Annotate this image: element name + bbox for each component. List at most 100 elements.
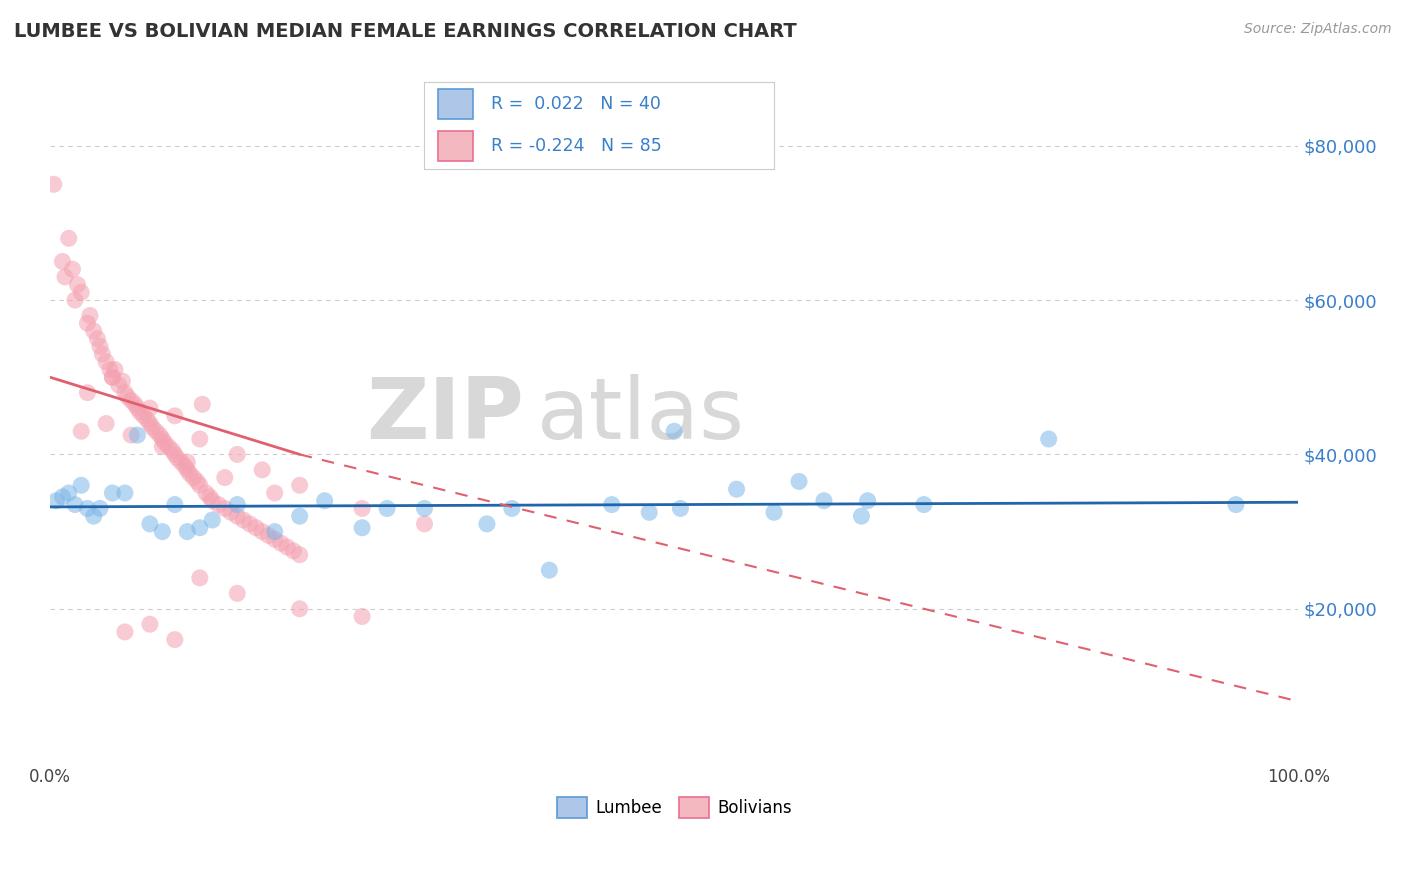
Point xyxy=(257,528,280,542)
Point xyxy=(638,505,661,519)
Point xyxy=(127,401,149,416)
Point xyxy=(76,501,98,516)
Text: atlas: atlas xyxy=(537,375,745,458)
Point xyxy=(352,521,374,535)
Point xyxy=(70,424,93,438)
Point xyxy=(163,632,186,647)
Point xyxy=(201,513,224,527)
Point xyxy=(114,486,136,500)
Point xyxy=(114,624,136,639)
Point xyxy=(183,470,205,484)
Point xyxy=(413,516,436,531)
Point xyxy=(813,493,835,508)
Point xyxy=(763,505,786,519)
Point xyxy=(107,378,129,392)
Point xyxy=(188,521,211,535)
Point xyxy=(101,370,124,384)
Point xyxy=(70,285,93,300)
Point xyxy=(91,347,114,361)
Point xyxy=(186,475,208,489)
Point xyxy=(58,486,80,500)
Point xyxy=(101,486,124,500)
Point xyxy=(96,417,118,431)
Point xyxy=(288,548,311,562)
Point xyxy=(163,498,186,512)
Point xyxy=(219,505,242,519)
Point xyxy=(232,513,254,527)
Point xyxy=(104,362,127,376)
Point xyxy=(669,501,692,516)
Point xyxy=(163,447,186,461)
Point xyxy=(226,586,249,600)
Point xyxy=(70,478,93,492)
Point xyxy=(375,501,398,516)
Point xyxy=(413,501,436,516)
Point xyxy=(173,458,195,473)
Point xyxy=(62,262,84,277)
Text: ZIP: ZIP xyxy=(367,375,524,458)
Point xyxy=(89,501,111,516)
Point xyxy=(1225,498,1247,512)
Point xyxy=(851,509,873,524)
Point xyxy=(124,397,146,411)
Legend: Lumbee, Bolivians: Lumbee, Bolivians xyxy=(550,790,799,824)
Point xyxy=(787,475,810,489)
Point xyxy=(136,412,159,426)
Point xyxy=(153,435,176,450)
Point xyxy=(145,424,167,438)
Point xyxy=(45,493,67,508)
Point xyxy=(83,324,105,338)
Point xyxy=(288,601,311,615)
Point xyxy=(239,516,262,531)
Point xyxy=(1038,432,1060,446)
Point xyxy=(66,277,89,292)
Point xyxy=(120,428,142,442)
Point xyxy=(176,455,198,469)
Point xyxy=(170,455,193,469)
Point xyxy=(89,339,111,353)
Point xyxy=(139,516,162,531)
Point xyxy=(188,478,211,492)
Point xyxy=(352,609,374,624)
Point xyxy=(912,498,935,512)
Point xyxy=(98,362,121,376)
Point xyxy=(214,470,236,484)
Point xyxy=(195,486,218,500)
Point xyxy=(263,524,285,539)
Point xyxy=(63,293,86,307)
Point xyxy=(176,463,198,477)
Text: LUMBEE VS BOLIVIAN MEDIAN FEMALE EARNINGS CORRELATION CHART: LUMBEE VS BOLIVIAN MEDIAN FEMALE EARNING… xyxy=(14,22,797,41)
Point xyxy=(725,482,748,496)
Point xyxy=(179,467,201,481)
Point xyxy=(198,490,221,504)
Point xyxy=(201,493,224,508)
Point xyxy=(352,501,374,516)
Point xyxy=(114,385,136,400)
Point xyxy=(283,544,305,558)
Point xyxy=(51,490,73,504)
Point xyxy=(163,409,186,423)
Point xyxy=(132,409,155,423)
Point xyxy=(139,401,162,416)
Point xyxy=(226,447,249,461)
Point xyxy=(53,269,76,284)
Point xyxy=(150,440,173,454)
Point xyxy=(58,231,80,245)
Point xyxy=(101,370,124,384)
Point xyxy=(188,432,211,446)
Point xyxy=(188,571,211,585)
Point xyxy=(263,486,285,500)
Point xyxy=(226,509,249,524)
Point xyxy=(127,428,149,442)
Point xyxy=(250,524,273,539)
Point xyxy=(117,390,139,404)
Point xyxy=(250,463,273,477)
Point xyxy=(176,524,198,539)
Point xyxy=(150,524,173,539)
Point xyxy=(600,498,623,512)
Point xyxy=(76,316,98,330)
Point xyxy=(42,178,65,192)
Point xyxy=(149,428,172,442)
Point xyxy=(538,563,561,577)
Point xyxy=(141,420,163,434)
